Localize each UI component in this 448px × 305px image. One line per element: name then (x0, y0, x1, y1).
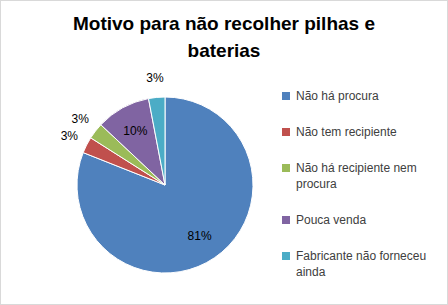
legend-label: Não há procura (296, 89, 379, 103)
legend-swatch (282, 92, 290, 100)
chart-frame (1, 1, 448, 305)
legend-label: Pouca venda (296, 213, 366, 227)
legend-swatch (282, 252, 290, 260)
pie-slice (77, 97, 253, 273)
data-label: 3% (71, 112, 89, 126)
pie (77, 97, 253, 273)
data-label: 81% (188, 229, 212, 243)
legend-label: Não tem recipiente (296, 125, 397, 139)
data-label: 3% (61, 129, 79, 143)
data-labels: 81% 3% 3% 10% 3% (61, 71, 212, 243)
legend-swatch (282, 164, 290, 172)
legend-label: Fabricante não forneceuainda (296, 249, 426, 279)
legend-label: Não há recipiente nemprocura (296, 161, 417, 191)
data-label: 3% (146, 71, 164, 85)
data-label: 10% (123, 124, 147, 138)
legend: Não há procura Não tem recipiente Não há r… (282, 89, 426, 279)
pie-slice (149, 97, 165, 185)
legend-swatch (282, 216, 290, 224)
legend-swatch (282, 128, 290, 136)
chart-title: Motivo para não recolher pilhas ebateria… (73, 13, 375, 61)
chart: Motivo para não recolher pilhas ebateria… (0, 0, 448, 305)
